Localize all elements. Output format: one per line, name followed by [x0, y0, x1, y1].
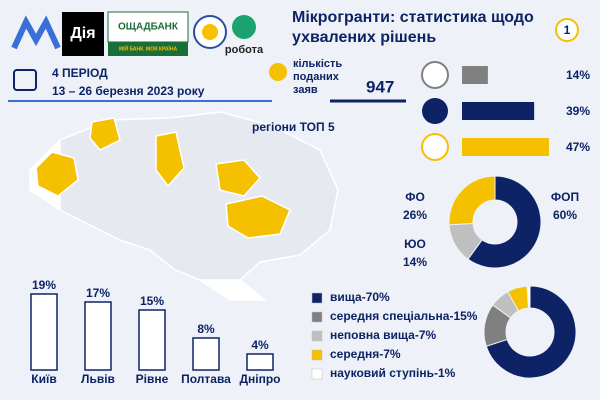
robota-text: робота — [225, 44, 264, 56]
value-label: 14% — [403, 255, 427, 269]
bar — [462, 138, 549, 156]
period-dates: 13 – 26 березня 2023 року — [52, 84, 205, 98]
bar — [462, 102, 535, 120]
legend-swatch — [311, 292, 323, 304]
diia-text: Дія — [70, 25, 95, 42]
legend-label: науковий ступінь-1% — [330, 366, 456, 380]
region-lviv — [35, 151, 79, 197]
region-dnipro — [225, 195, 291, 239]
region-kyiv — [155, 131, 185, 188]
value-label: 19% — [32, 278, 56, 292]
map-title: регіони ТОП 5 — [252, 120, 335, 134]
applications-value: 947 — [366, 77, 394, 96]
icon-circle — [421, 61, 449, 89]
logos: Дія ОЩАДБАНК МІЙ БАНК. МОЯ КРАЇНА робота — [11, 11, 264, 56]
category-label: Львів — [81, 372, 115, 386]
bank-text: ОЩАДБАНК — [118, 22, 179, 33]
donut-segment — [467, 175, 542, 269]
calendar-icon — [13, 69, 37, 91]
icon-circle — [421, 133, 449, 161]
logo-mark — [11, 15, 61, 50]
category-label: Рівне — [136, 372, 169, 386]
bar — [462, 66, 488, 84]
category-label: ЮО — [404, 237, 426, 251]
value-label: 15% — [140, 294, 164, 308]
badge-text: 1 — [564, 23, 571, 37]
legend-label: середня-7% — [330, 347, 401, 361]
region-rivne — [89, 117, 121, 151]
legend-swatch — [311, 368, 323, 380]
bar — [138, 309, 166, 371]
diia-logo — [62, 12, 104, 56]
bar — [30, 293, 58, 371]
value-label: 47% — [566, 140, 590, 154]
title: Мікрогранти: статистика щодо ухвалених р… — [292, 9, 534, 46]
donut-segment — [448, 175, 496, 226]
applications-label-box: кількість поданих заяв — [293, 58, 343, 96]
value-label: 39% — [566, 104, 590, 118]
icon-circle — [422, 98, 448, 124]
category-label: ФОП — [551, 190, 579, 204]
period-label: 4 ПЕРІОД — [52, 66, 108, 80]
value-label: 14% — [566, 68, 590, 82]
donut-segment — [526, 285, 531, 309]
applications-label: кількість поданих заяв — [293, 58, 343, 96]
bar — [246, 353, 274, 371]
value-label: 60% — [553, 208, 577, 222]
category-label: ФО — [405, 190, 425, 204]
bank-slogan: МІЙ БАНК. МОЯ КРАЇНА — [119, 44, 178, 52]
region-poltava — [215, 159, 262, 197]
bank-slogan-bg — [108, 42, 188, 56]
legend-label: середня спеціальна-15% — [330, 309, 478, 323]
legend-label: вища-70% — [330, 290, 390, 304]
bar — [192, 337, 220, 371]
legend-swatch — [311, 349, 323, 361]
category-label: Київ — [31, 372, 56, 386]
employment-logo-inner — [202, 24, 218, 40]
bar — [84, 301, 112, 371]
category-label: Дніпро — [239, 372, 280, 386]
badge — [555, 18, 579, 42]
legend-label: неповна вища-7% — [330, 328, 437, 342]
value-label: 8% — [197, 322, 215, 336]
robota-logo — [232, 15, 256, 39]
value-label: 4% — [251, 338, 269, 352]
bulb-icon — [269, 63, 287, 81]
bank-logo — [107, 11, 189, 43]
category-label: Полтава — [181, 372, 231, 386]
value-label: 17% — [86, 286, 110, 300]
value-label: 26% — [403, 208, 427, 222]
map — [29, 111, 339, 301]
legend-swatch — [311, 311, 323, 323]
legend-swatch — [311, 330, 323, 342]
donut-segment — [485, 285, 577, 379]
map-regions — [59, 111, 339, 281]
title-box: Мікрогранти: статистика щодо ухвалених р… — [292, 9, 534, 46]
